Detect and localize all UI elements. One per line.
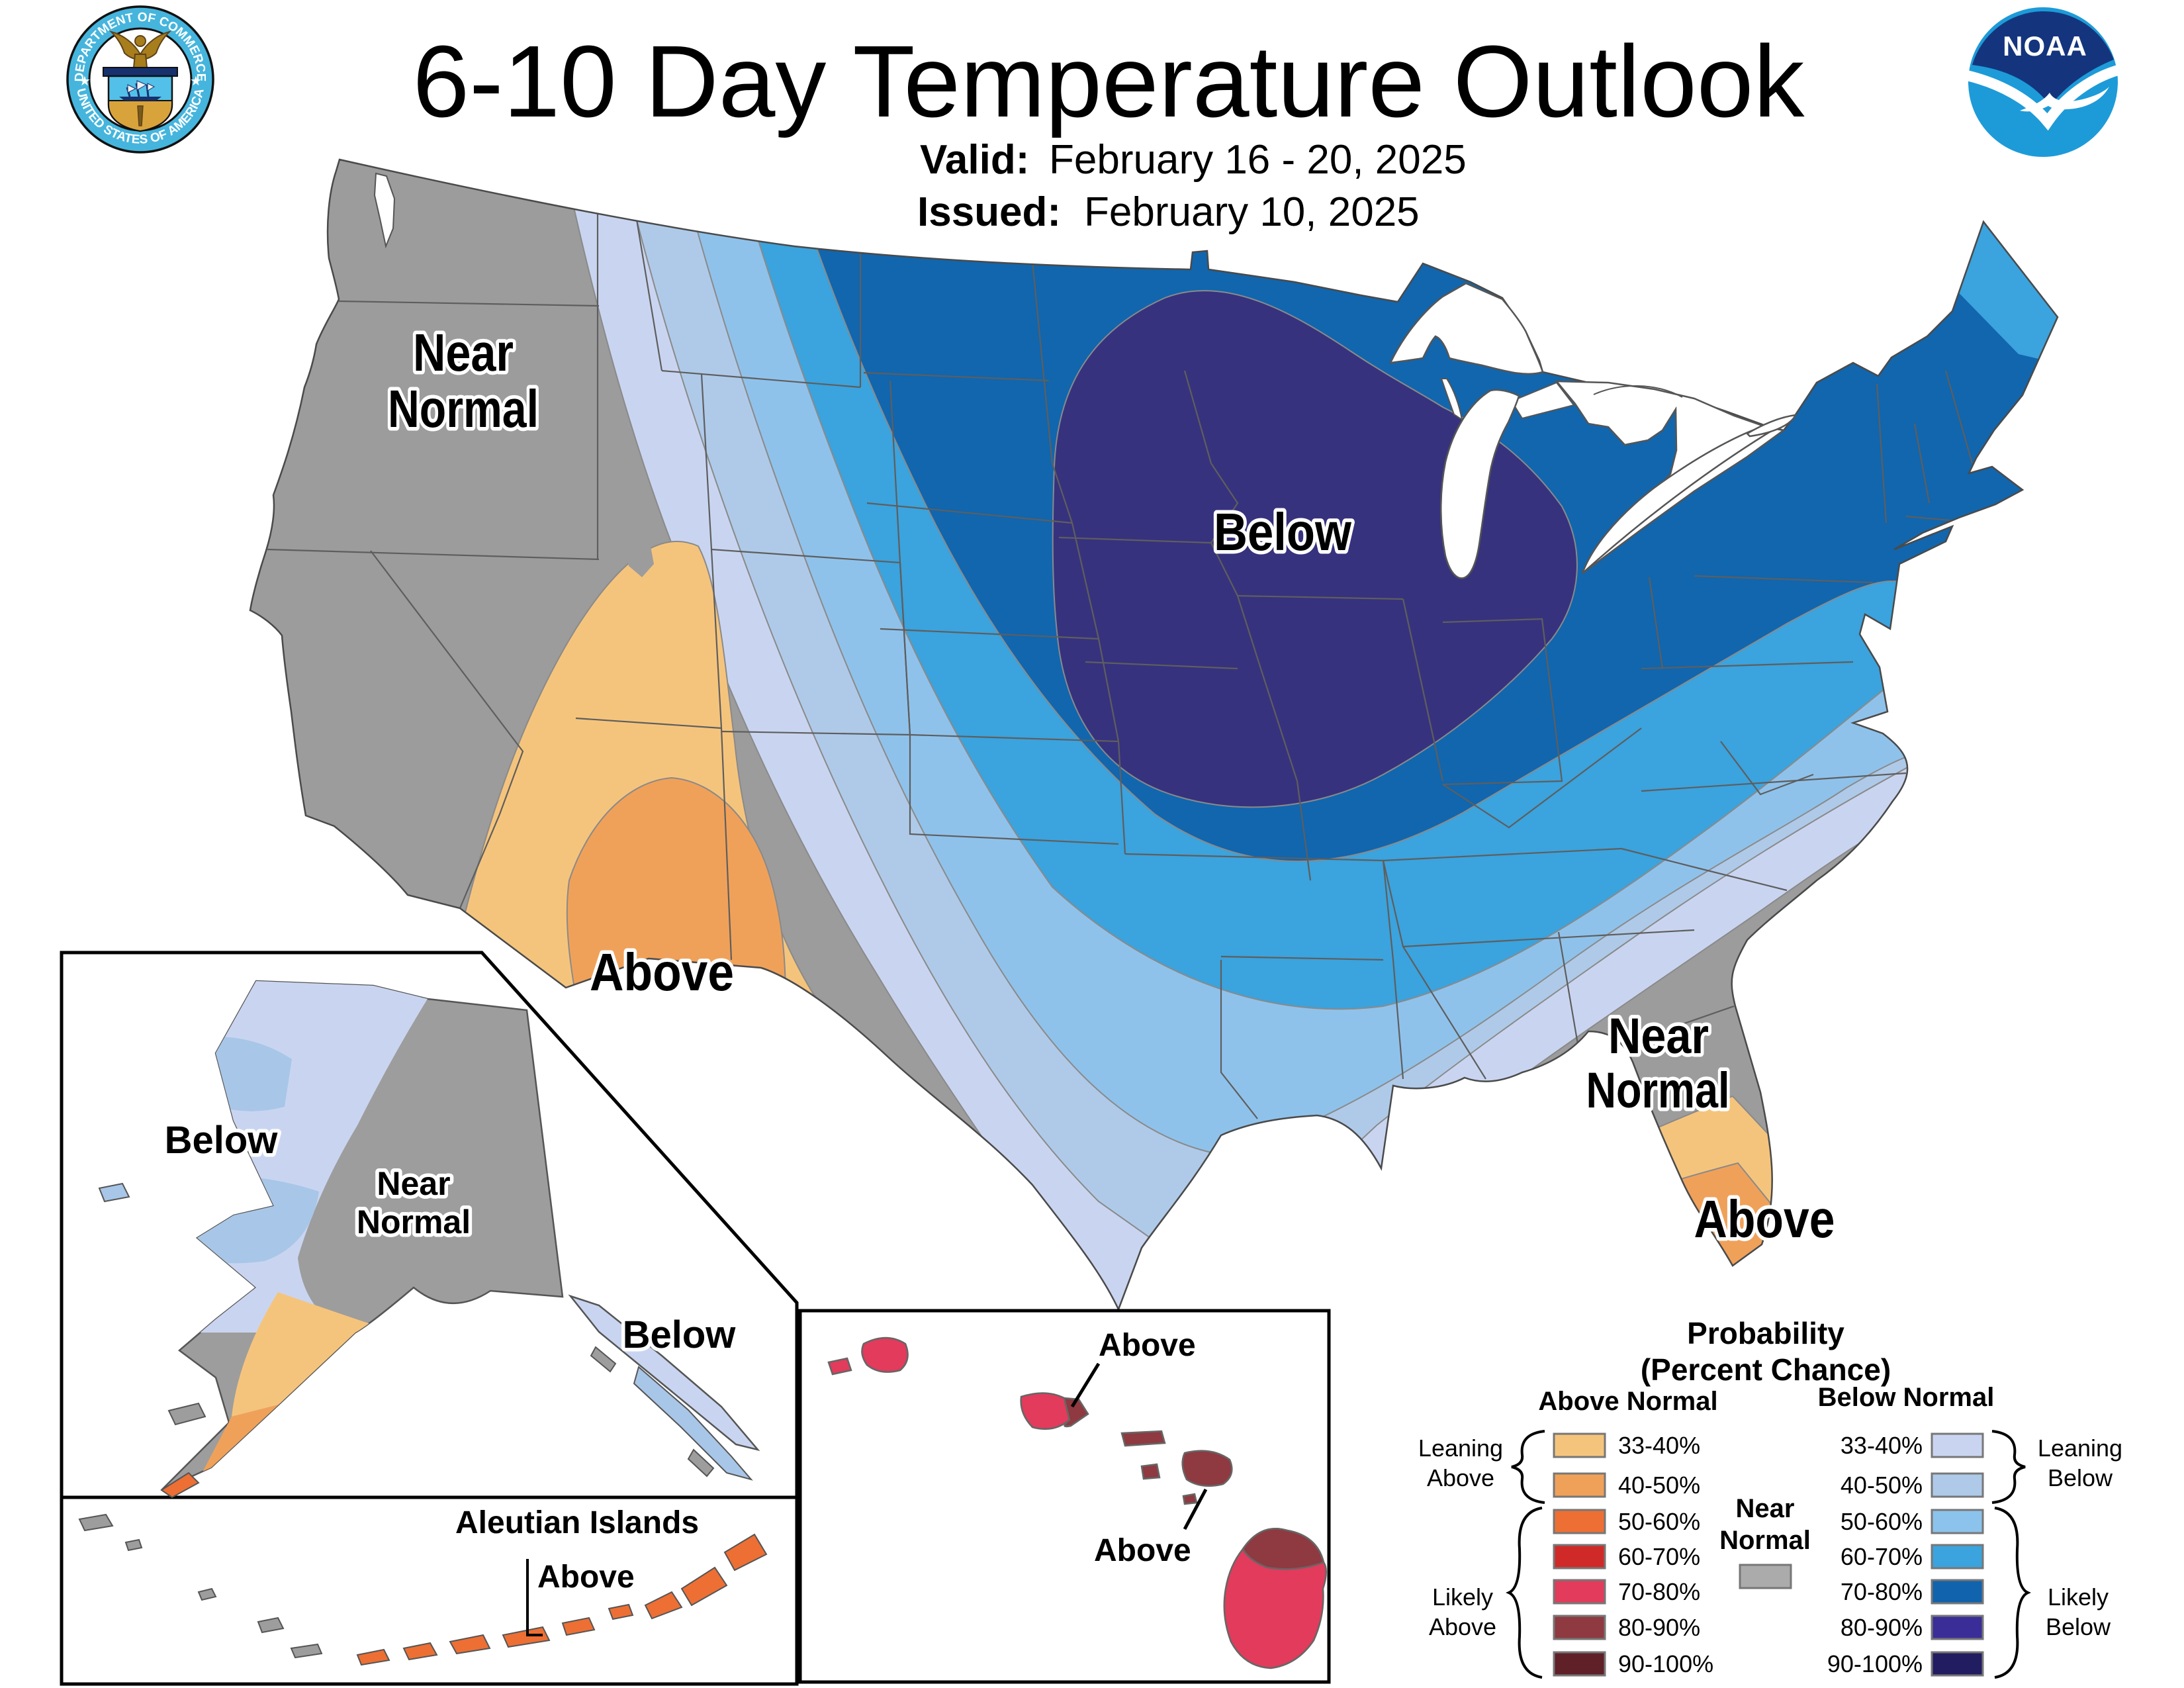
- svg-text:Aleutian Islands: Aleutian Islands: [455, 1505, 699, 1540]
- svg-text:Below: Below: [1214, 502, 1352, 561]
- svg-text:Above: Above: [1429, 1613, 1496, 1640]
- svg-text:40-50%: 40-50%: [1618, 1472, 1700, 1499]
- svg-text:60-70%: 60-70%: [1841, 1543, 1923, 1570]
- svg-text:Above: Above: [1427, 1464, 1494, 1491]
- svg-text:50-60%: 50-60%: [1618, 1508, 1700, 1535]
- svg-text:Below: Below: [2046, 1613, 2111, 1640]
- svg-text:(Percent Chance): (Percent Chance): [1641, 1352, 1891, 1387]
- svg-text:Above: Above: [537, 1560, 635, 1595]
- svg-text:NOAA: NOAA: [2003, 30, 2087, 62]
- svg-text:Leaning: Leaning: [1418, 1434, 1503, 1462]
- svg-text:Normal: Normal: [1586, 1062, 1730, 1119]
- svg-text:Normal: Normal: [1719, 1526, 1811, 1555]
- svg-text:Above Normal: Above Normal: [1538, 1387, 1717, 1416]
- svg-text:Valid:February 16 - 20, 2025: Valid: February 16 - 20, 2025: [920, 137, 1467, 183]
- svg-text:80-90%: 80-90%: [1841, 1614, 1923, 1641]
- svg-text:70-80%: 70-80%: [1841, 1578, 1923, 1605]
- svg-text:Probability: Probability: [1687, 1316, 1844, 1350]
- svg-text:6-10 Day Temperature Outlook: 6-10 Day Temperature Outlook: [413, 24, 1805, 138]
- svg-text:Likely: Likely: [2048, 1583, 2109, 1611]
- svg-text:33-40%: 33-40%: [1618, 1432, 1700, 1459]
- svg-text:Above: Above: [1694, 1190, 1835, 1248]
- svg-text:Leaning: Leaning: [2038, 1434, 2122, 1462]
- svg-text:Near: Near: [1608, 1008, 1709, 1064]
- svg-text:Normal: Normal: [388, 379, 539, 438]
- svg-text:60-70%: 60-70%: [1618, 1543, 1700, 1570]
- svg-text:Above: Above: [1094, 1533, 1191, 1568]
- svg-text:Above: Above: [590, 943, 734, 1002]
- svg-text:90-100%: 90-100%: [1827, 1650, 1923, 1677]
- svg-text:40-50%: 40-50%: [1841, 1472, 1923, 1499]
- svg-text:Below: Below: [165, 1119, 279, 1162]
- svg-text:★: ★: [190, 74, 202, 89]
- svg-text:Below: Below: [2048, 1464, 2113, 1491]
- svg-text:Likely: Likely: [1432, 1583, 1493, 1611]
- svg-text:Issued:February 10, 2025: Issued: February 10, 2025: [917, 189, 1420, 235]
- svg-text:★: ★: [79, 74, 91, 89]
- svg-text:70-80%: 70-80%: [1618, 1578, 1700, 1605]
- svg-text:Near: Near: [413, 323, 514, 382]
- svg-text:Near: Near: [377, 1165, 450, 1202]
- svg-text:90-100%: 90-100%: [1618, 1650, 1713, 1677]
- svg-text:Above: Above: [1099, 1328, 1196, 1363]
- svg-text:Near: Near: [1736, 1494, 1795, 1523]
- svg-text:Below Normal: Below Normal: [1818, 1383, 1995, 1412]
- svg-text:50-60%: 50-60%: [1841, 1508, 1923, 1535]
- svg-text:Below: Below: [623, 1313, 737, 1356]
- svg-text:80-90%: 80-90%: [1618, 1614, 1700, 1641]
- svg-text:33-40%: 33-40%: [1841, 1432, 1923, 1459]
- svg-text:Normal: Normal: [357, 1203, 471, 1241]
